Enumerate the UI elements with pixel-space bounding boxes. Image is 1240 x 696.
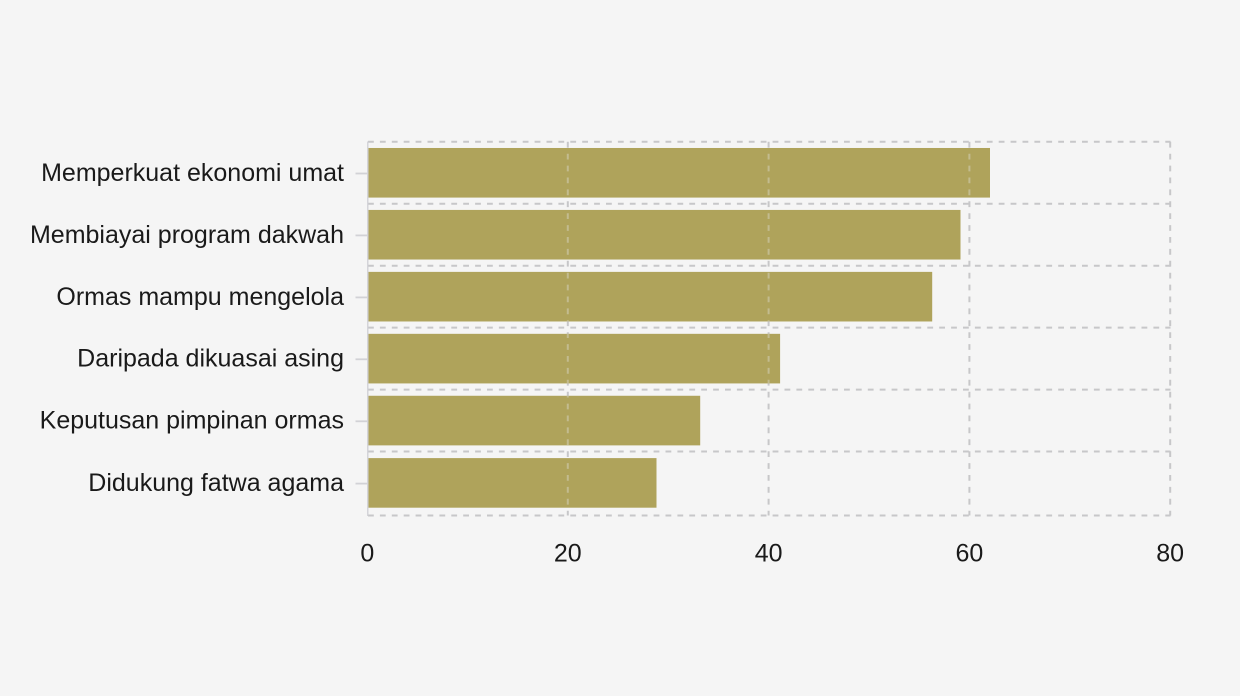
- svg-text:40: 40: [755, 539, 783, 567]
- svg-text:Membiayai program dakwah: Membiayai program dakwah: [30, 221, 344, 249]
- svg-text:20: 20: [554, 539, 582, 567]
- svg-text:Memperkuat ekonomi umat: Memperkuat ekonomi umat: [41, 159, 344, 187]
- svg-text:80: 80: [1156, 539, 1184, 567]
- svg-text:Daripada dikuasai asing: Daripada dikuasai asing: [77, 345, 344, 373]
- svg-text:60: 60: [955, 539, 983, 567]
- svg-text:Ormas mampu mengelola: Ormas mampu mengelola: [56, 283, 344, 311]
- svg-text:Keputusan pimpinan ormas: Keputusan pimpinan ormas: [40, 407, 344, 435]
- svg-text:Didukung fatwa agama: Didukung fatwa agama: [88, 469, 344, 497]
- svg-text:0: 0: [360, 539, 374, 567]
